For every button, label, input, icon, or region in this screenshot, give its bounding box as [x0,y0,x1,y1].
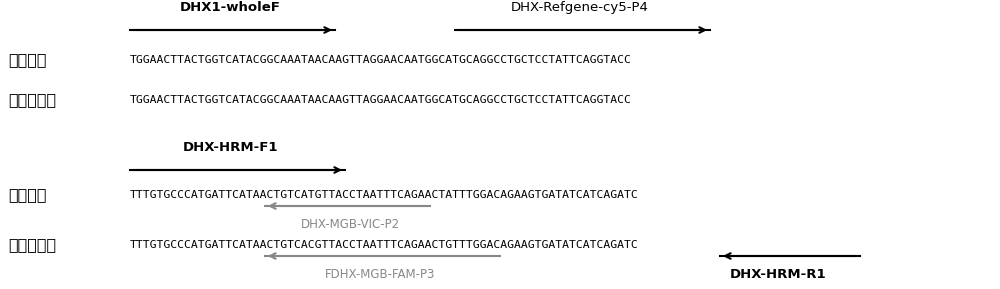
Text: DHX1-wholeF: DHX1-wholeF [180,1,280,14]
Text: DHX-Refgene-cy5-P4: DHX-Refgene-cy5-P4 [511,1,649,14]
Text: DHX-HRM-F1: DHX-HRM-F1 [182,141,278,154]
Text: DHX-MGB-VIC-P2: DHX-MGB-VIC-P2 [300,218,400,231]
Text: FDHX-MGB-FAM-P3: FDHX-MGB-FAM-P3 [325,268,435,281]
Text: TGGAACTTACTGGTCATACGGCAAATAACAAGTTAGGAACAATGGCATGCAGGCCTGCTCCTATTCAGGTACC: TGGAACTTACTGGTCATACGGCAAATAACAAGTTAGGAAC… [130,55,632,65]
Text: TTTGTGCCCATGATTCATAACTGTCACGTTACCTAATTTCAGAACTGTTTGGACAGAAGTGATATCATCAGATC: TTTGTGCCCATGATTCATAACTGTCACGTTACCTAATTTC… [130,240,639,250]
Text: 稻花香号: 稻花香号 [8,188,46,203]
Text: TTTGTGCCCATGATTCATAACTGTCATGTTACCTAATTTCAGAACTATTTGGACAGAAGTGATATCATCAGATC: TTTGTGCCCATGATTCATAACTGTCATGTTACCTAATTTC… [130,190,639,200]
Text: 非稻花香号: 非稻花香号 [8,238,56,253]
Text: DHX-HRM-R1: DHX-HRM-R1 [730,268,827,281]
Text: TGGAACTTACTGGTCATACGGCAAATAACAAGTTAGGAACAATGGCATGCAGGCCTGCTCCTATTCAGGTACC: TGGAACTTACTGGTCATACGGCAAATAACAAGTTAGGAAC… [130,95,632,105]
Text: 稻花香号: 稻花香号 [8,53,46,68]
Text: 非稻花香号: 非稻花香号 [8,92,56,108]
